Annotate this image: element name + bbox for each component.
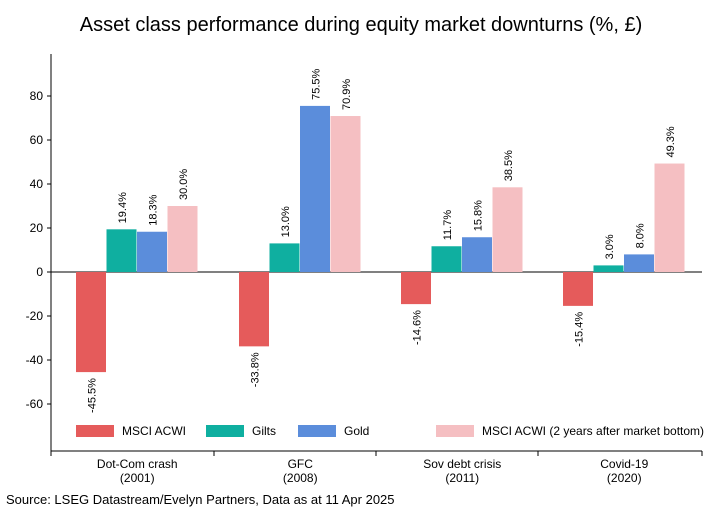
x-tick-label: (2001) <box>120 471 155 485</box>
data-label: 18.3% <box>148 194 160 225</box>
bar-gilts-1 <box>269 243 300 272</box>
x-tick-label: Sov debt crisis <box>423 457 501 471</box>
bar-msci-acwi-0 <box>76 272 106 373</box>
legend-swatch <box>436 425 474 437</box>
y-tick-label: 60 <box>30 133 44 147</box>
x-tick-label: GFC <box>288 457 314 471</box>
data-label: -15.4% <box>574 312 586 347</box>
chart-title: Asset class performance during equity ma… <box>79 14 643 36</box>
chart-axes: 80 60 40 20 0 -20 -40 -60 Dot-Com crash(2001) GFC… <box>26 54 703 485</box>
y-tick-label: -60 <box>26 397 44 411</box>
legend-label: Gold <box>344 424 369 438</box>
data-label: -14.6% <box>412 310 424 345</box>
legend-label: MSCI ACWI <box>122 424 186 438</box>
data-label: 30.0% <box>178 169 190 200</box>
x-tick-label: (2011) <box>445 471 479 485</box>
data-label: -45.5% <box>87 378 99 413</box>
bar-gilts-3 <box>593 265 624 272</box>
bar-msci-acwi-2-years-after-market-bottom-1 <box>330 116 361 273</box>
data-label: 8.0% <box>635 223 647 248</box>
data-label: 15.8% <box>473 200 485 231</box>
legend-swatch <box>206 425 244 437</box>
bar-gold-3 <box>624 254 654 272</box>
bar-msci-acwi-2-years-after-market-bottom-3 <box>654 163 685 272</box>
y-tick-label: -20 <box>26 309 44 323</box>
data-label: 3.0% <box>604 234 616 259</box>
legend-label: Gilts <box>252 424 276 438</box>
bar-msci-acwi-2-years-after-market-bottom-0 <box>167 206 198 272</box>
bar-msci-acwi-1 <box>239 272 269 347</box>
data-label: 75.5% <box>311 68 323 99</box>
legend-swatch <box>298 425 336 437</box>
y-tick-label: 20 <box>30 221 44 235</box>
bar-gold-1 <box>300 105 330 273</box>
y-tick-label: 0 <box>36 265 43 279</box>
chart-data-labels: -45.5% -33.8% -14.6% -15.4% 19.4% 13.0% 11.7% 3… <box>87 68 678 412</box>
source-note: Source: LSEG Datastream/Evelyn Partners,… <box>6 492 395 507</box>
data-label: 38.5% <box>503 150 515 181</box>
bar-gilts-2 <box>431 246 462 272</box>
x-tick-label: (2008) <box>283 471 318 485</box>
data-label: 19.4% <box>117 192 129 223</box>
data-label: -33.8% <box>250 352 262 387</box>
bar-gilts-0 <box>106 229 137 272</box>
legend-label: MSCI ACWI (2 years after market bottom) <box>482 424 704 438</box>
data-label: 13.0% <box>280 206 292 237</box>
x-tick-label: Dot-Com crash <box>97 457 178 471</box>
x-tick-label: Covid-19 <box>600 457 648 471</box>
y-tick-label: 40 <box>30 177 44 191</box>
bar-msci-acwi-2 <box>401 272 431 305</box>
chart-bars <box>76 105 685 373</box>
bar-gold-2 <box>462 237 492 272</box>
legend-swatch <box>76 425 114 437</box>
data-label: 11.7% <box>442 210 454 241</box>
bar-msci-acwi-2-years-after-market-bottom-2 <box>492 187 523 272</box>
y-tick-label: -40 <box>26 353 44 367</box>
data-label: 49.3% <box>665 126 677 157</box>
x-tick-label: (2020) <box>607 471 642 485</box>
bar-msci-acwi-3 <box>563 272 593 306</box>
chart-legend: MSCI ACWI Gilts Gold MSCI ACWI (2 years aft… <box>76 424 704 438</box>
y-tick-label: 80 <box>30 89 44 103</box>
bar-gold-0 <box>137 231 167 272</box>
data-label: 70.9% <box>341 79 353 110</box>
